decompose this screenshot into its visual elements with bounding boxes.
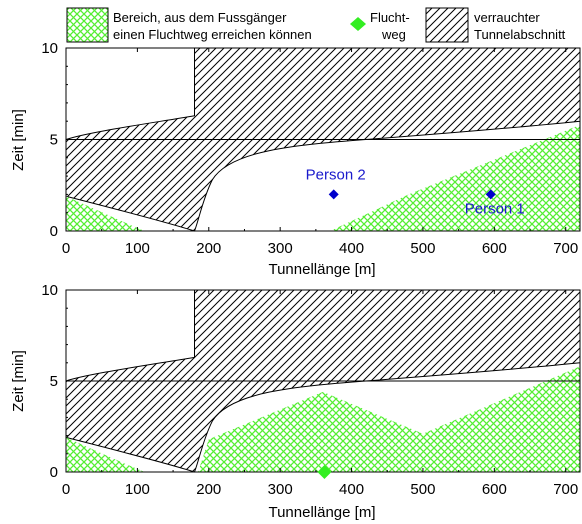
chart-top-ylabel: Zeit [min] — [10, 109, 27, 171]
chart-bottom-xtick-label-500: 500 — [410, 481, 435, 498]
legend-smoke-line2: Tunnelabschnitt — [474, 27, 566, 42]
chart-top-xtick-label-100: 100 — [125, 240, 150, 257]
chart-top-reach-region-0 — [66, 196, 145, 231]
chart-top-xtick-label-600: 600 — [482, 240, 507, 257]
chart-top-reach-region-1 — [330, 124, 580, 231]
chart-top-ytick-label-0: 0 — [50, 223, 58, 240]
legend-smoke-line1: verrauchter — [474, 10, 540, 25]
chart-bottom-ytick-label-0: 0 — [50, 464, 58, 481]
chart-top-person-label-2: Person 1 — [465, 200, 525, 217]
chart-bottom-xtick-label-600: 600 — [482, 481, 507, 498]
chart-top-xlabel: Tunnellänge [m] — [268, 261, 375, 278]
legend-reach-line1: Bereich, aus dem Fussgänger — [113, 10, 287, 25]
chart-top-xtick-label-400: 400 — [339, 240, 364, 257]
chart-bottom-ytick-label-10: 10 — [41, 282, 58, 299]
chart-bottom-xlabel: Tunnellänge [m] — [268, 504, 375, 521]
legend: Bereich, aus dem Fussgänger einen Flucht… — [66, 7, 566, 43]
chart-top-xtick-label-0: 0 — [62, 240, 70, 257]
legend-swatch-smoke — [425, 7, 469, 43]
chart-top-xtick-label-700: 700 — [553, 240, 578, 257]
chart-top-person-marker-2 — [485, 189, 496, 200]
chart-bottom-ylabel: Zeit [min] — [10, 350, 27, 412]
chart-bottom-xtick-label-100: 100 — [125, 481, 150, 498]
chart-top: Zeit [min] Tunnellänge [m] 0 100 200 300 400… — [10, 40, 581, 278]
chart-bottom-escape-route-marker-0 — [317, 465, 332, 479]
chart-bottom-xtick-label-300: 300 — [268, 481, 293, 498]
chart-top-xtick-label-200: 200 — [196, 240, 221, 257]
chart-top-ytick-label-5: 5 — [50, 132, 58, 149]
chart-top-ytick-label-10: 10 — [41, 40, 58, 57]
chart-bottom-ytick-label-5: 5 — [50, 373, 58, 390]
legend-escape-line2: weg — [381, 27, 406, 42]
chart-bottom-xtick-label-700: 700 — [553, 481, 578, 498]
chart-top-person-label-1: Person 2 — [306, 166, 366, 183]
chart-top-xtick-label-300: 300 — [268, 240, 293, 257]
legend-swatch-reach — [66, 7, 109, 43]
chart-bottom-xtick-label-0: 0 — [62, 481, 70, 498]
chart-bottom: Zeit [min] Tunnellänge [m] 0 100 200 300 400… — [10, 282, 581, 521]
legend-escape-line1: Flucht- — [370, 10, 410, 25]
chart-bottom-xtick-label-400: 400 — [339, 481, 364, 498]
legend-reach-line2: einen Fluchtweg erreichen können — [113, 27, 312, 42]
chart-bottom-xtick-label-200: 200 — [196, 481, 221, 498]
chart-top-person-marker-1 — [328, 189, 339, 200]
legend-escape-diamond-icon — [350, 17, 366, 31]
chart-bottom-reach-region-1 — [198, 366, 580, 472]
chart-bottom-reach-region-0 — [66, 437, 145, 472]
chart-top-xtick-label-500: 500 — [410, 240, 435, 257]
